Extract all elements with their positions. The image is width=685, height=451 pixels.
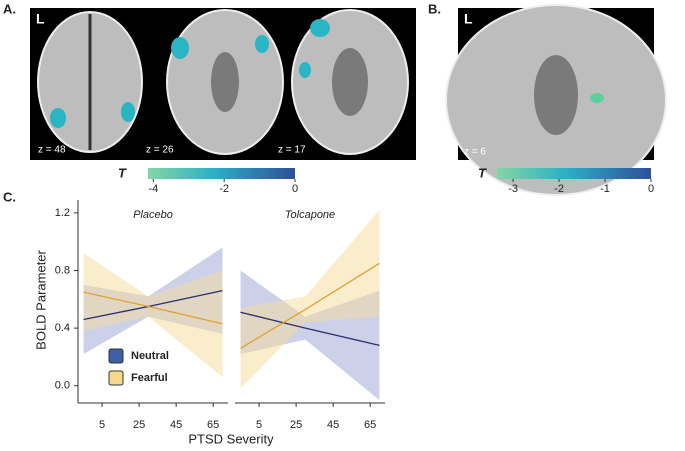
trend-line [83,291,223,325]
slice-label: z = 17 [278,145,306,156]
y-tick-label: 0.0 [55,380,70,392]
y-tick-label: 0.4 [55,322,70,334]
panel-label: A. [3,1,16,16]
side-label: L [36,11,45,27]
facet-title: Tolcapone [285,209,335,221]
y-tick-label: 1.2 [55,207,70,219]
legend-swatch [108,348,124,364]
colorbar-tick-label: -2 [219,183,229,195]
side-label: L [464,11,473,27]
x-tick-label: 25 [290,419,302,431]
x-tick-label: 45 [327,419,339,431]
chart: BOLD Parameter PTSD Severity [33,200,385,446]
y-axis-title: BOLD Parameter [33,249,48,349]
trend-line [240,311,380,347]
x-tick-label: 25 [133,419,145,431]
legend-swatch [108,370,124,386]
colorbar-tick-label: -2 [554,183,564,195]
confidence-band [240,210,380,389]
trend-line [240,262,380,349]
x-tick-label: 45 [170,419,182,431]
colorbar-label: T [118,165,127,180]
x-tick-label: 65 [207,419,219,431]
legend-label: Fearful [131,372,168,384]
panel-label: C. [3,189,16,204]
panel-label: B. [428,1,441,16]
colorbar-tick-label: 0 [292,183,298,195]
brain-panel-a: L z = 48 z = 26 z = 17 [30,8,416,160]
x-axis-title: PTSD Severity [188,431,274,446]
colorbar-tick-label: -1 [600,183,610,195]
legend-label: Neutral [131,350,169,362]
colorbar-label: T [478,165,487,180]
colorbar [148,168,295,179]
colorbar-tick-label: -4 [148,183,158,195]
x-tick-label: 5 [256,419,262,431]
brain-panel-b: L z = 6 [445,4,667,196]
y-tick-label: 0.8 [55,264,70,276]
slice-label: z = 6 [464,147,486,158]
facet-title: Placebo [133,209,173,221]
confidence-band [83,253,223,378]
x-tick-label: 65 [364,419,376,431]
x-tick-label: 5 [99,419,105,431]
colorbar [497,168,651,179]
slice-label: z = 48 [38,145,66,156]
slice-label: z = 26 [146,145,174,156]
colorbar-tick-label: -3 [508,183,518,195]
colorbar-tick-label: 0 [648,183,654,195]
